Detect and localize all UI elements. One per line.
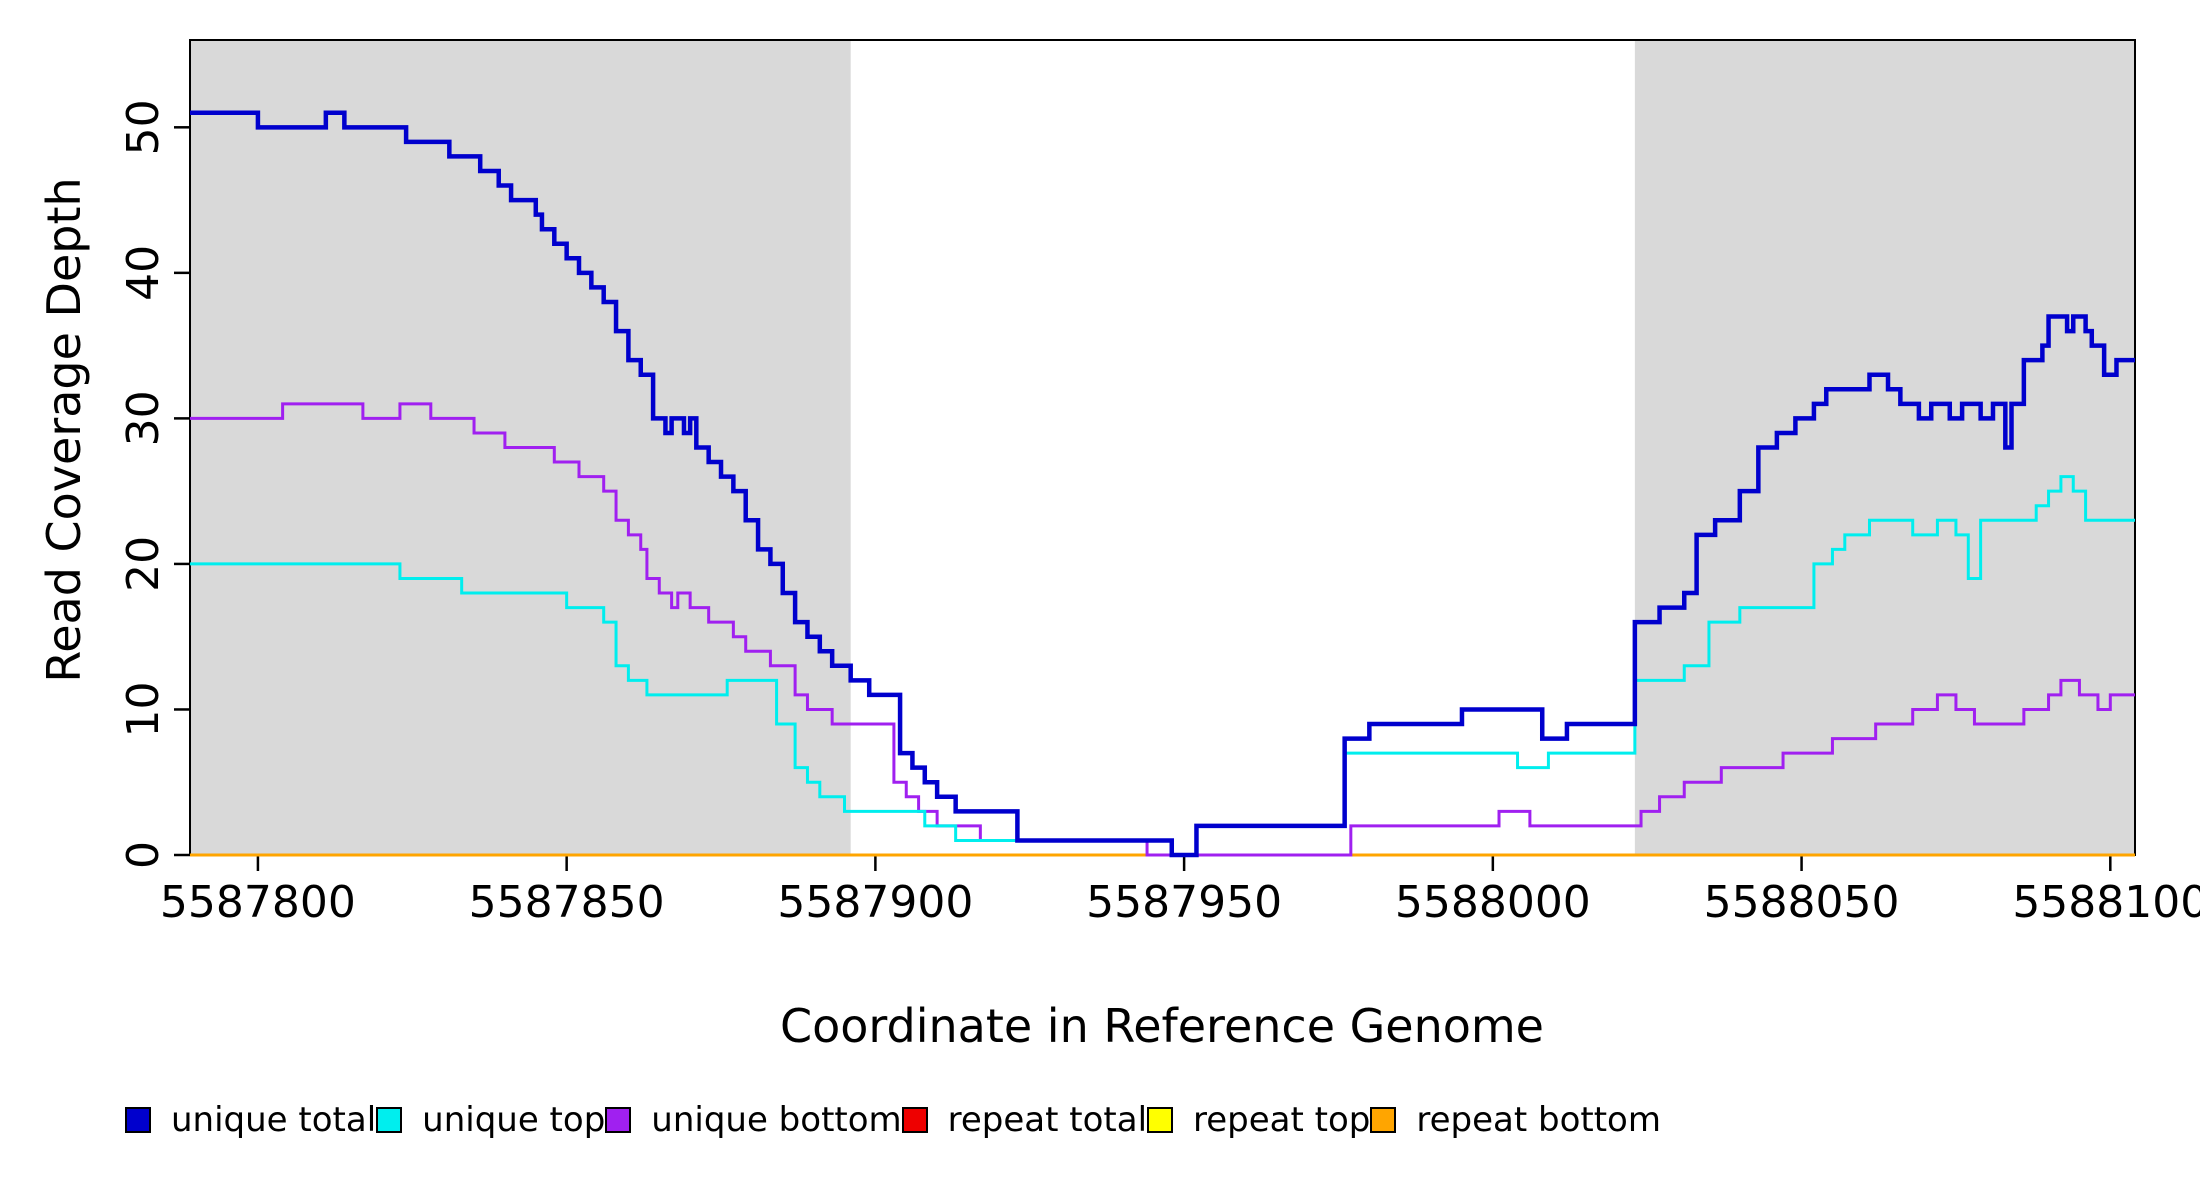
legend-item-repeat-top: repeat top [1147,1100,1370,1140]
legend-item-unique-top: unique top [376,1100,605,1140]
legend-label: repeat total [947,1100,1148,1140]
legend-label: unique top [422,1100,606,1140]
plot-area: 5587800 5587850 5587900 5587950 5588000 55880… [118,39,2200,928]
y-tick-label: 10 [118,681,169,737]
legend-swatch-unique-total [125,1107,151,1133]
legend-label: unique total [171,1100,377,1140]
legend-item-unique-total: unique total [125,1100,376,1140]
legend-label: repeat bottom [1416,1100,1661,1140]
y-axis-title: Read Coverage Depth [37,177,91,682]
x-tick-label: 5588050 [1704,877,1900,928]
legend: unique total unique top unique bottom repea… [125,1100,1661,1140]
legend-swatch-repeat-top [1147,1107,1174,1133]
y-tick-label: 50 [118,99,169,155]
legend-swatch-unique-top [376,1107,403,1133]
shaded-region [1634,40,2135,855]
x-tick-label: 5588100 [2012,877,2200,928]
coverage-depth-plot: 5587800 5587850 5587900 5587950 5588000 55880… [37,39,2200,1053]
legend-item-unique-bottom: unique bottom [605,1100,902,1140]
legend-item-repeat-total: repeat total [901,1100,1148,1140]
legend-swatch-unique-bottom [605,1107,632,1133]
x-axis-title: Coordinate in Reference Genome [780,999,1544,1053]
x-tick-label: 5587800 [160,877,356,928]
x-tick-label: 5587950 [1086,877,1282,928]
y-tick-label: 30 [118,390,169,446]
legend-label: repeat top [1193,1100,1371,1140]
x-tick-label: 5588000 [1395,877,1591,928]
y-tick-label: 40 [118,245,169,301]
legend-swatch-repeat-total [901,1107,928,1133]
series-line-unique-top [190,475,2135,857]
x-tick-label: 5587900 [777,877,973,928]
legend-swatch-repeat-bottom [1370,1107,1397,1133]
series-line-unique-bottom [190,402,2135,857]
series-line-unique-total [190,110,2135,858]
x-tick-label: 5587850 [469,877,665,928]
y-tick-label: 20 [118,536,169,592]
y-tick-label: 0 [118,841,169,869]
legend-item-repeat-bottom: repeat bottom [1370,1100,1661,1140]
legend-label: unique bottom [651,1100,902,1140]
